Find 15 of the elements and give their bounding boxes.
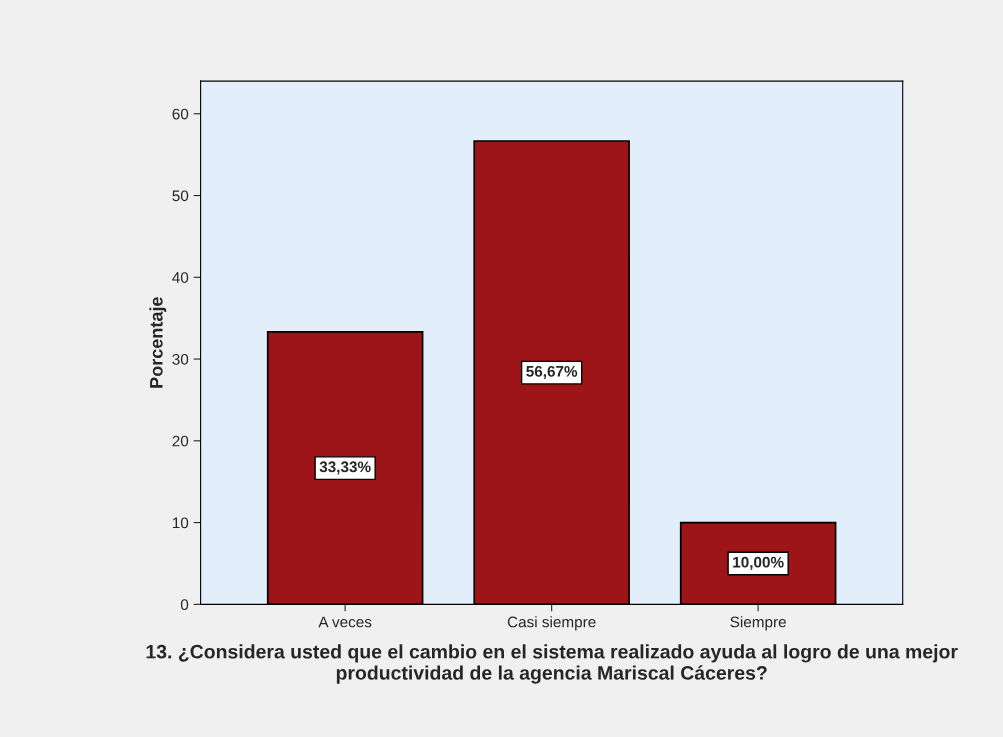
x-axis-title: 13. ¿Considera usted que el cambio en el sistema realizado ayuda al logro de una mejor productividad de la agencia Mariscal Cáceres? bbox=[146, 644, 958, 684]
y-tick-label: 60 bbox=[172, 108, 189, 120]
x-tick-label: Casi siempre bbox=[507, 616, 596, 631]
y-tick-label: 0 bbox=[180, 599, 189, 611]
y-tick-label: 10 bbox=[172, 517, 189, 529]
x-tick-label: A veces bbox=[318, 616, 372, 628]
data-label: 56,67% bbox=[526, 365, 578, 379]
y-tick-label: 20 bbox=[172, 435, 189, 447]
x-tick-label: Siempre bbox=[730, 616, 786, 631]
data-label: 10,00% bbox=[733, 556, 784, 570]
y-tick-label: 40 bbox=[172, 272, 189, 283]
data-label: 33,33% bbox=[319, 461, 371, 475]
y-tick-label: 50 bbox=[172, 190, 189, 202]
y-tick-label: 30 bbox=[172, 353, 189, 365]
y-axis-title: Porcentaje bbox=[149, 297, 167, 388]
